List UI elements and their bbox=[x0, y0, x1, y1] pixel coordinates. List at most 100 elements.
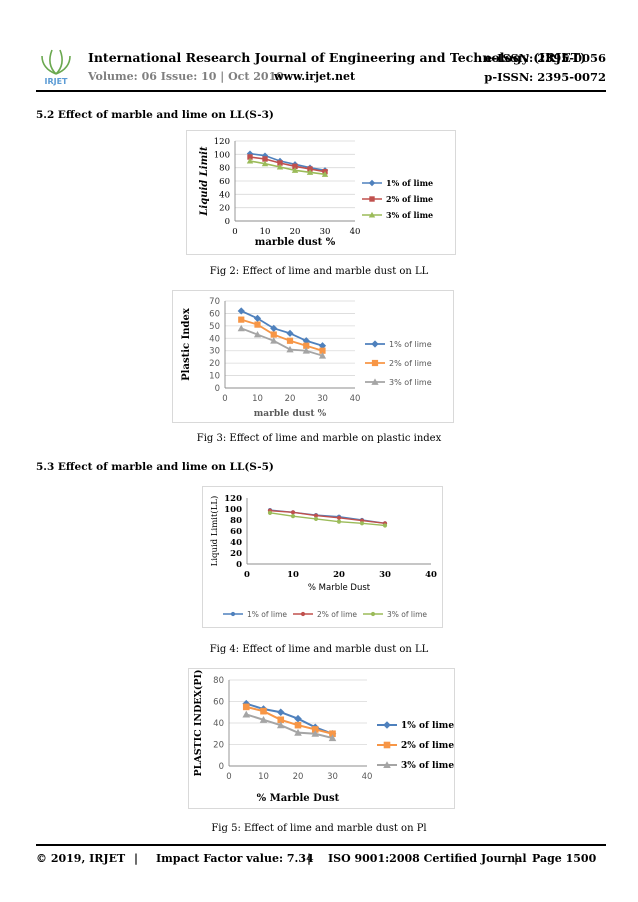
data-point bbox=[262, 156, 268, 162]
data-point bbox=[242, 710, 251, 718]
data-point bbox=[311, 726, 319, 733]
data-point bbox=[254, 321, 261, 328]
legend-marker bbox=[230, 611, 236, 617]
x-tick-label: 0 bbox=[222, 394, 227, 404]
footer-copyright: © 2019, IRJET bbox=[36, 852, 126, 865]
data-point bbox=[242, 703, 250, 711]
data-point bbox=[294, 721, 302, 729]
section-heading-5-2: 5.2 Effect of marble and lime on LL(S-3) bbox=[36, 109, 274, 121]
data-point bbox=[319, 347, 326, 354]
legend-label: 1% of lime bbox=[386, 178, 433, 188]
series-line-3 bbox=[249, 160, 326, 176]
chart-fig4-frame: 0 20 40 60 80 100 120 0 10 20 30 40 Liquid Limit(LL)… bbox=[202, 486, 443, 628]
legend-marker bbox=[368, 211, 376, 218]
x-tick-label: 0 bbox=[226, 772, 231, 782]
legend-label: 2% of lime bbox=[386, 194, 433, 204]
data-point bbox=[286, 345, 294, 353]
footer-page-number: Page 1500 bbox=[532, 852, 597, 865]
series-line-3 bbox=[245, 713, 333, 740]
volume-issue: Volume: 06 Issue: 10 | Oct 2019 bbox=[88, 70, 284, 83]
data-point bbox=[290, 510, 296, 515]
y-tick-label: 40 bbox=[213, 719, 224, 729]
data-point bbox=[260, 707, 267, 715]
legend-marker bbox=[368, 179, 376, 187]
footer-impact-factor: Impact Factor value: 7.34 bbox=[156, 852, 314, 865]
logo-text: IRJET bbox=[44, 77, 68, 86]
y-tick-label: 100 bbox=[224, 505, 242, 515]
y-tick-label: 70 bbox=[209, 297, 220, 307]
y-tick-label: 20 bbox=[209, 359, 220, 369]
data-point bbox=[302, 347, 310, 354]
data-point bbox=[270, 324, 278, 332]
data-point bbox=[276, 721, 285, 729]
data-point bbox=[311, 729, 320, 737]
x-tick-label: 10 bbox=[287, 570, 299, 580]
x-axis-label: marble dust % bbox=[254, 409, 327, 419]
legend-marker bbox=[370, 611, 376, 617]
data-point bbox=[318, 342, 327, 350]
data-point bbox=[270, 337, 278, 344]
section-heading-5-3: 5.3 Effect of marble and lime on LL(S-5) bbox=[36, 461, 274, 473]
chart-fig5: 0 20 40 60 80 0 10 20 30 40 PLASTIC INDEX(PI) % Mar… bbox=[193, 670, 454, 805]
y-tick-label: 60 bbox=[213, 698, 224, 708]
y-tick-label: 60 bbox=[230, 527, 242, 537]
data-point bbox=[291, 167, 299, 173]
legend-marker bbox=[383, 741, 391, 749]
data-point bbox=[277, 716, 285, 724]
data-point bbox=[290, 514, 296, 519]
legend-marker bbox=[371, 378, 379, 385]
series-line-3 bbox=[269, 512, 386, 527]
data-point bbox=[329, 730, 336, 738]
data-point bbox=[247, 154, 253, 160]
chart-fig2: 0 20 40 60 80 100 120 0 10 20 30 40 Liquid Limit marb… bbox=[199, 137, 433, 248]
series-line-1 bbox=[240, 310, 323, 347]
y-tick-label: 0 bbox=[219, 762, 224, 772]
y-tick-label: 20 bbox=[230, 549, 242, 559]
x-tick-label: 20 bbox=[293, 772, 304, 782]
y-tick-label: 40 bbox=[209, 334, 220, 344]
x-tick-label: 30 bbox=[379, 570, 391, 580]
data-point bbox=[237, 324, 245, 332]
legend-label: 1% of lime bbox=[247, 610, 287, 619]
journal-website-link[interactable]: www.irjet.net bbox=[274, 70, 356, 83]
footer-separator: | bbox=[307, 852, 312, 865]
x-tick-label: 0 bbox=[232, 227, 237, 237]
caption-fig4: Fig 4: Effect of lime and marble dust on… bbox=[209, 644, 429, 655]
x-tick-label: 20 bbox=[290, 227, 301, 237]
caption-fig2: Fig 2: Effect of lime and marble dust on… bbox=[209, 266, 429, 277]
data-point bbox=[382, 523, 388, 528]
y-tick-label: 60 bbox=[209, 309, 220, 319]
x-axis-label: % Marble Dust bbox=[257, 793, 340, 804]
series-line-2 bbox=[269, 509, 386, 524]
chart-fig3-frame: 0 10 20 30 40 50 60 70 0 10 20 30 40 Plastic Index mar… bbox=[172, 290, 454, 423]
footer-iso: ISO 9001:2008 Certified Journal bbox=[328, 852, 527, 865]
chart-fig2-frame: 0 20 40 60 80 100 120 0 10 20 30 40 Liquid Limit marb… bbox=[186, 130, 456, 255]
y-tick-label: 80 bbox=[219, 164, 230, 174]
x-tick-label: 30 bbox=[317, 394, 328, 404]
legend-marker bbox=[371, 359, 379, 367]
data-point bbox=[238, 316, 245, 323]
x-tick-label: 0 bbox=[244, 570, 250, 580]
irjet-logo: IRJET bbox=[41, 49, 71, 86]
x-axis-label: % Marble Dust bbox=[308, 583, 371, 593]
legend-label: 3% of lime bbox=[389, 378, 432, 387]
y-tick-label: 0 bbox=[225, 217, 230, 227]
legend-label: 1% of lime bbox=[401, 721, 454, 731]
data-point bbox=[286, 329, 294, 337]
data-point bbox=[306, 169, 314, 175]
data-point bbox=[261, 160, 269, 167]
p-issn: p-ISSN: 2395-0072 bbox=[484, 70, 606, 84]
legend-label: 3% of lime bbox=[401, 761, 454, 771]
data-point bbox=[253, 330, 262, 338]
y-tick-label: 40 bbox=[219, 190, 230, 200]
y-tick-label: 0 bbox=[215, 384, 220, 394]
data-point bbox=[307, 166, 313, 172]
header-divider bbox=[36, 90, 606, 92]
data-point bbox=[336, 519, 342, 524]
footer-divider bbox=[36, 844, 606, 846]
y-tick-label: 10 bbox=[209, 372, 220, 382]
data-point bbox=[328, 734, 337, 742]
x-tick-label: 30 bbox=[320, 227, 331, 237]
x-tick-label: 10 bbox=[260, 227, 271, 237]
data-point bbox=[321, 171, 329, 177]
